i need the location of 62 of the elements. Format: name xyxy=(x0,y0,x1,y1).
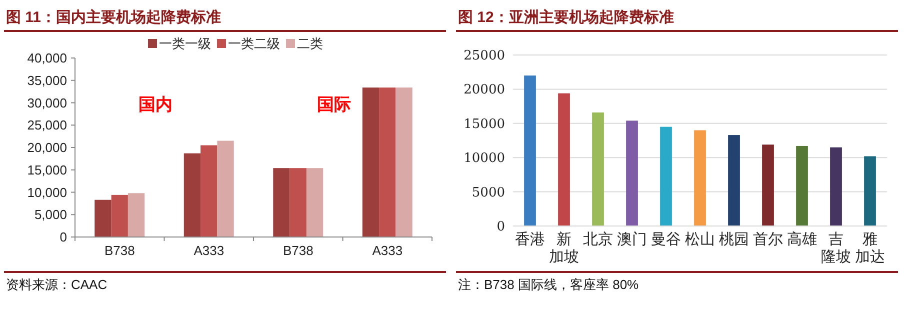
legend-label: 一类二级 xyxy=(228,36,280,51)
y-tick-label: 15,000 xyxy=(27,162,67,178)
x-tick-label: 澳门 xyxy=(617,231,647,248)
x-tick-label: 首尔 xyxy=(753,231,783,248)
y-tick-label: 15000 xyxy=(464,116,505,132)
annotation: 国际 xyxy=(316,95,351,114)
bar xyxy=(694,130,706,226)
bar xyxy=(396,88,412,237)
bar xyxy=(864,156,876,226)
bar xyxy=(290,168,306,237)
bar xyxy=(128,193,145,237)
bar xyxy=(660,126,672,226)
y-tick-label: 10000 xyxy=(464,151,505,166)
bar xyxy=(362,88,380,237)
x-tick-label: 桃园 xyxy=(719,231,749,248)
bar xyxy=(524,76,536,226)
y-tick-label: 25,000 xyxy=(27,118,67,133)
x-tick-label: 雅加达 xyxy=(855,231,885,266)
bar xyxy=(796,146,808,226)
bar xyxy=(830,147,842,226)
annotation: 国内 xyxy=(138,95,172,114)
y-tick-label: 35,000 xyxy=(27,72,67,88)
bar xyxy=(558,93,570,226)
bar xyxy=(728,135,740,226)
x-tick-label: 松山 xyxy=(685,231,715,248)
bar xyxy=(273,168,290,237)
y-tick-label: 30,000 xyxy=(27,95,67,110)
x-tick-label: 北京 xyxy=(583,231,613,248)
x-tick-label: 吉隆坡 xyxy=(821,231,851,266)
y-tick-label: 5000 xyxy=(472,185,505,200)
bar xyxy=(200,145,218,237)
bar xyxy=(184,153,201,237)
text: 注：B738 国际线，客座率 80% xyxy=(458,277,640,292)
bar xyxy=(111,194,128,237)
x-tick-label: 高雄 xyxy=(787,231,817,248)
y-tick-label: 25000 xyxy=(464,48,505,64)
y-tick-label: 20000 xyxy=(464,82,505,98)
bar xyxy=(94,200,112,237)
bar xyxy=(306,168,324,237)
x-tick-label: B738 xyxy=(282,243,314,258)
x-tick-label: A333 xyxy=(372,243,403,258)
text: 资料来源：CAAC xyxy=(6,277,108,292)
bar xyxy=(592,112,604,226)
x-tick-label: 香港 xyxy=(515,231,545,248)
y-tick-label: 0 xyxy=(496,220,505,234)
chart-title: 图 11：国内主要机场起降费标准 xyxy=(6,8,222,26)
legend-label: 二类 xyxy=(297,36,323,51)
x-tick-label: B738 xyxy=(104,243,135,258)
y-tick-label: 10,000 xyxy=(27,184,67,200)
chart-title: 图 12：亚洲主要机场起降费标准 xyxy=(458,8,674,26)
x-tick-label: 新加坡 xyxy=(549,231,579,266)
legend-label: 一类一级 xyxy=(159,36,211,51)
x-tick-label: 曼谷 xyxy=(651,231,681,248)
y-tick-label: 40,000 xyxy=(27,50,67,66)
x-tick-label: A333 xyxy=(194,243,224,258)
bar xyxy=(217,140,234,237)
bar xyxy=(762,144,774,226)
y-tick-label: 5,000 xyxy=(34,207,67,222)
y-tick-label: 20,000 xyxy=(27,140,67,155)
bar xyxy=(626,120,638,226)
bar xyxy=(379,88,396,237)
y-tick-label: 0 xyxy=(60,230,67,244)
